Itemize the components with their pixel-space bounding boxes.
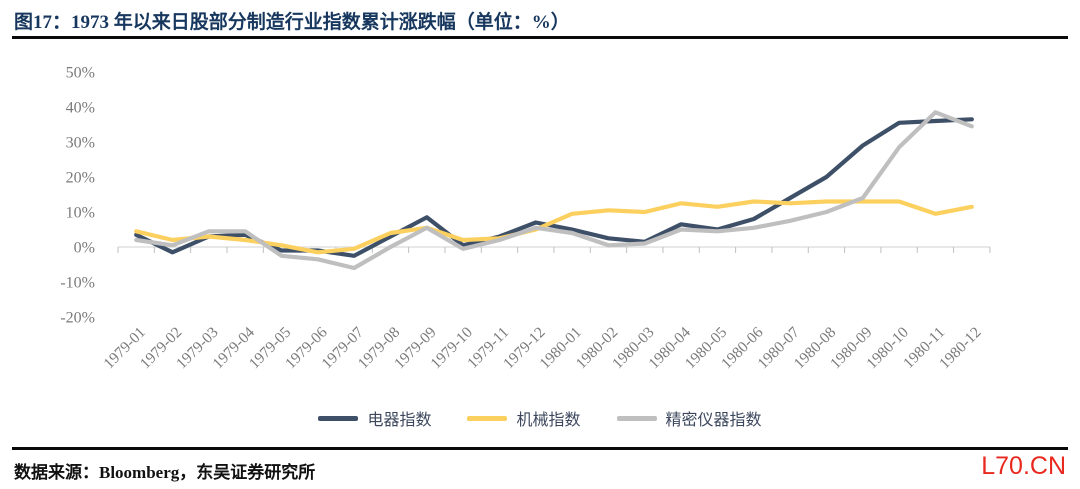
legend-label-precision: 精密仪器指数: [665, 412, 762, 429]
legend-item-machinery: 机械指数: [467, 406, 581, 430]
svg-text:40%: 40%: [66, 100, 95, 117]
data-source-note: 数据来源：Bloomberg，东吴证券研究所: [14, 463, 316, 482]
svg-text:-10%: -10%: [60, 275, 95, 292]
figure-title: 图17：1973 年以来日股部分制造行业指数累计涨跌幅（单位：%）: [14, 12, 570, 33]
line-chart: 50% 40% 30% 20% 10% 0% -10% -20% 1979-01 1979-02…: [0, 50, 1080, 395]
svg-text:0%: 0%: [74, 240, 95, 257]
svg-text:30%: 30%: [66, 135, 95, 152]
x-axis-line-and-ticks: [117, 246, 991, 253]
legend-item-precision: 精密仪器指数: [616, 406, 762, 430]
legend-swatch-precision: [616, 415, 657, 421]
watermark-link[interactable]: L70.CN: [981, 452, 1066, 480]
legend-item-electric: 电器指数: [318, 406, 431, 430]
x-axis-labels: 1979-011979-021979-031979-041979-051979-…: [100, 324, 984, 373]
footer-divider-rule: [12, 447, 1068, 450]
y-axis-labels: 50% 40% 30% 20% 10% 0% -10% -20%: [60, 65, 95, 327]
legend-label-machinery: 机械指数: [516, 412, 581, 429]
title-divider-rule: [12, 36, 1068, 39]
chart-legend: 电器指数 机械指数 精密仪器指数: [0, 405, 1080, 431]
svg-text:10%: 10%: [66, 205, 95, 222]
legend-swatch-electric: [318, 415, 359, 421]
data-series-lines: [134, 110, 974, 271]
chart-svg: 50% 40% 30% 20% 10% 0% -10% -20% 1979-011979-02…: [60, 65, 991, 373]
svg-text:50%: 50%: [66, 65, 95, 82]
legend-label-electric: 电器指数: [367, 412, 432, 429]
svg-text:20%: 20%: [66, 170, 95, 187]
svg-text:-20%: -20%: [60, 310, 95, 327]
legend-swatch-machinery: [467, 415, 508, 421]
